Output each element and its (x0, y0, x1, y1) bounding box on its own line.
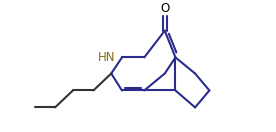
Text: O: O (160, 2, 169, 15)
Text: HN: HN (98, 51, 116, 64)
